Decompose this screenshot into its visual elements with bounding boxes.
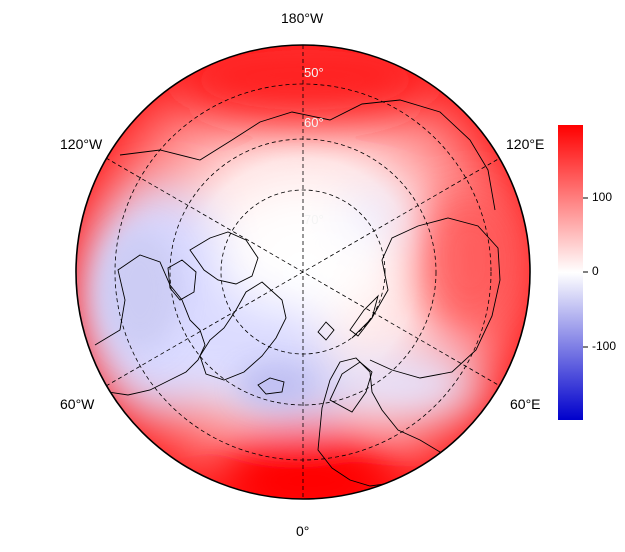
- graticule: [105, 45, 501, 499]
- coastlines: [94, 99, 501, 487]
- coastline-europe: [317, 357, 441, 487]
- coastline-north-america: [94, 254, 206, 396]
- coastline-svalbard: [317, 321, 335, 341]
- longitude-label-120e: 120°E: [506, 136, 545, 152]
- coastline-scandinavia: [329, 361, 373, 413]
- longitude-label-180w: 180°W: [281, 10, 324, 26]
- longitude-label-0: 0°: [296, 523, 310, 539]
- colorbar-tick-label-100: 100: [592, 190, 613, 204]
- longitude-label-120w: 120°W: [60, 136, 103, 152]
- colorbar: [558, 125, 588, 420]
- colorbar-gradient: [558, 125, 583, 420]
- coastline-greenland: [199, 281, 287, 381]
- longitude-label-60w: 60°W: [60, 396, 95, 412]
- coastline-arctic-islands: [189, 231, 259, 285]
- latitude-label-60: 60°: [304, 115, 324, 130]
- map-boundary: [75, 44, 531, 500]
- coastline-novaya-zemlya: [349, 294, 379, 337]
- latitude-label-70: 70°: [304, 212, 324, 227]
- colorbar-tick-label-0: 0: [592, 264, 599, 278]
- anomaly-field: [76, 45, 530, 499]
- longitude-label-60e: 60°E: [510, 396, 541, 412]
- latitude-label-50: 50°: [304, 65, 324, 80]
- coastline-baffin: [167, 259, 197, 301]
- colorbar-tick-label-minus100: -100: [592, 339, 617, 353]
- coastline-alaska-chukotka: [119, 99, 496, 211]
- coastline-iceland: [257, 377, 285, 395]
